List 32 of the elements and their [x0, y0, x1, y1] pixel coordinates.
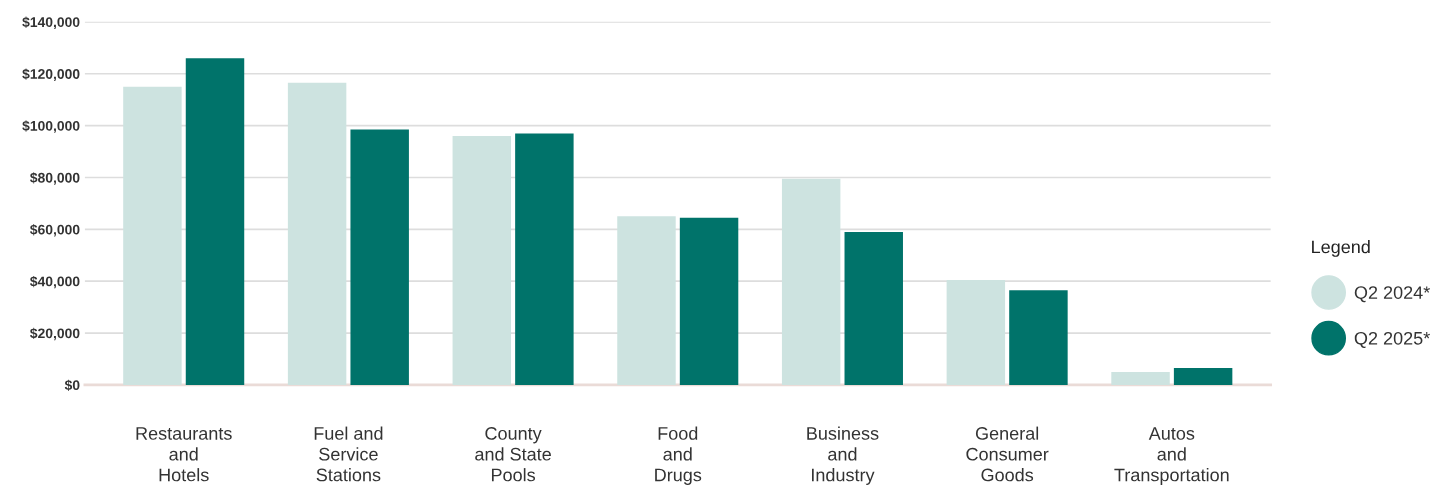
bar	[350, 129, 409, 385]
x-tick-label: Business and Industry	[807, 426, 879, 485]
bar	[781, 178, 841, 385]
bar	[844, 231, 903, 385]
bar	[452, 135, 512, 385]
bar	[946, 279, 1006, 385]
y-tick-label: $20,000	[30, 327, 80, 341]
y-tick-label: $80,000	[30, 172, 80, 185]
bar	[1009, 290, 1068, 385]
bar	[123, 86, 182, 385]
legend-label: Q2 2025*	[1354, 331, 1430, 348]
x-tick-label: General Consumer Goods	[966, 426, 1049, 482]
y-tick-label: $100,000	[22, 120, 80, 133]
bar	[1111, 371, 1170, 385]
y-tick-label: $120,000	[22, 68, 80, 81]
bar	[287, 82, 347, 385]
bar	[1173, 368, 1233, 385]
x-tick-label: Autos and Transportation	[1114, 427, 1229, 485]
x-tick-label: Restaurants and Hotels	[136, 427, 232, 482]
bar	[185, 58, 245, 385]
bar	[679, 217, 739, 385]
y-tick-label: $40,000	[30, 275, 80, 289]
x-tick-label: County and State Pools	[475, 427, 551, 482]
bar	[617, 216, 676, 385]
bar	[515, 133, 574, 385]
legend-title: Legend	[1312, 240, 1370, 257]
x-tick-label: Fuel and Service Stations	[314, 426, 383, 482]
x-tick-label: Food and Drugs	[655, 426, 702, 485]
legend-label: Q2 2024*	[1354, 286, 1430, 303]
y-tick-label: $0	[64, 379, 80, 391]
y-tick-label: $140,000	[22, 16, 80, 30]
y-tick-label: $60,000	[30, 224, 80, 237]
